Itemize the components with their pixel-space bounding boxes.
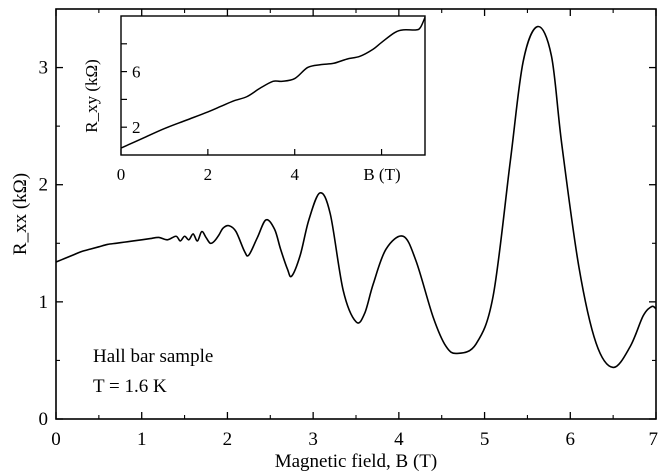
inset-x-tick-label: 2 [204, 165, 213, 184]
x-tick-label: 7 [649, 429, 658, 450]
inset-y-axis-label: R_xy (kΩ) [82, 59, 101, 133]
inset-x-tick-label: 4 [290, 165, 299, 184]
inset-y-tick-label: 6 [132, 63, 141, 82]
x-tick-label: 3 [308, 429, 318, 450]
inset-tick-group [120, 43, 383, 155]
inset-y-tick-label: 2 [132, 118, 141, 137]
x-tick-label: 2 [223, 429, 233, 450]
rxx-curve [55, 25, 657, 369]
inset-plot-frame [120, 15, 426, 156]
main-x-axis-label: Magnetic field, B (T) [275, 451, 438, 472]
main-y-axis-label: R_xx (kΩ) [10, 173, 31, 255]
inset-tick-label-group: 0 2 4 2 6 [117, 63, 300, 184]
x-tick-label: 0 [51, 429, 61, 450]
temperature-annotation: T = 1.6 K [93, 376, 167, 397]
x-tick-label: 4 [394, 429, 404, 450]
y-tick-label: 1 [39, 292, 49, 313]
y-tick-label: 0 [39, 409, 49, 430]
main-tick-label-group: 0 1 2 3 4 5 6 7 0 1 2 3 [39, 58, 658, 450]
x-tick-label: 6 [566, 429, 576, 450]
sample-annotation: Hall bar sample [93, 346, 213, 367]
y-tick-label: 3 [39, 58, 49, 79]
inset-x-tick-label: 0 [117, 165, 126, 184]
rxy-curve [120, 17, 426, 149]
x-tick-label: 5 [480, 429, 490, 450]
main-tick-group [55, 9, 657, 420]
inset-x-axis-label: B (T) [363, 165, 400, 184]
x-tick-label: 1 [137, 429, 147, 450]
y-tick-label: 2 [39, 175, 49, 196]
